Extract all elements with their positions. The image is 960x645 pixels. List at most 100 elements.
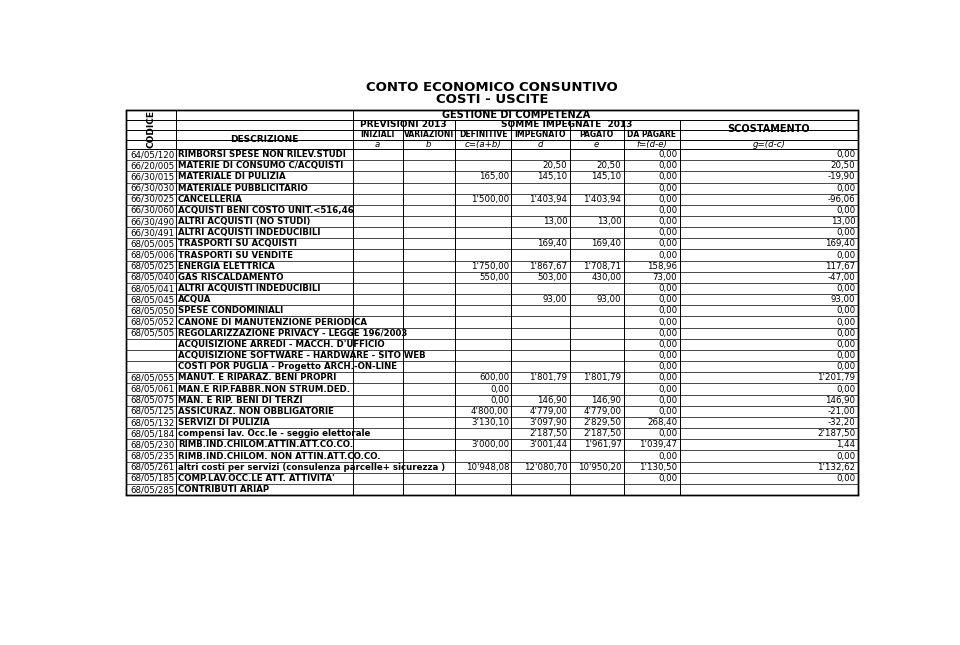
Text: ACQUA: ACQUA [179,295,211,304]
Text: e: e [594,140,599,149]
Text: DESCRIZIONE: DESCRIZIONE [230,135,299,144]
Text: MANUT. E RIPARAZ. BENI PROPRI: MANUT. E RIPARAZ. BENI PROPRI [179,373,337,382]
Text: 68/05/125: 68/05/125 [130,407,175,416]
Text: CANCELLERIA: CANCELLERIA [179,195,243,204]
Text: 0,00: 0,00 [836,228,855,237]
Text: g=(d-c): g=(d-c) [753,140,785,149]
Text: 68/05/041: 68/05/041 [130,284,175,293]
Text: 0,00: 0,00 [836,206,855,215]
Text: 66/30/490: 66/30/490 [131,217,175,226]
Text: 1'130,50: 1'130,50 [639,462,677,471]
Text: 0,00: 0,00 [659,228,677,237]
Text: 64/05/120: 64/05/120 [130,150,175,159]
Text: GESTIONE DI COMPETENZA: GESTIONE DI COMPETENZA [442,110,590,120]
Text: -32,20: -32,20 [828,418,855,427]
Text: PAGATO: PAGATO [580,130,613,139]
Text: 20,50: 20,50 [597,161,621,170]
Text: -96,06: -96,06 [828,195,855,204]
Text: 0,00: 0,00 [659,340,677,349]
Text: RIMB.IND.CHILOM. NON ATTIN.ATT.CO.CO.: RIMB.IND.CHILOM. NON ATTIN.ATT.CO.CO. [179,451,381,461]
Text: 158,96: 158,96 [647,262,677,271]
Text: 68/05/025: 68/05/025 [130,262,175,271]
Text: 430,00: 430,00 [591,273,621,282]
Text: 0,00: 0,00 [659,362,677,372]
Text: 68/05/132: 68/05/132 [130,418,175,427]
Text: 1'201,79: 1'201,79 [818,373,855,382]
Text: 0,00: 0,00 [659,407,677,416]
Text: SOMME IMPEGNATE  2013: SOMME IMPEGNATE 2013 [501,120,633,129]
Text: 1'500,00: 1'500,00 [471,195,509,204]
Text: 0,00: 0,00 [659,351,677,360]
Text: 0,00: 0,00 [836,329,855,338]
Text: 68/05/061: 68/05/061 [130,384,175,393]
Text: ALTRI ACQUISTI INDEDUCIBILI: ALTRI ACQUISTI INDEDUCIBILI [179,284,321,293]
Text: 13,00: 13,00 [597,217,621,226]
Text: 169,40: 169,40 [591,239,621,248]
Text: 146,90: 146,90 [538,396,567,404]
Text: COSTI POR PUGLIA - Progetto ARCH.-ON-LINE: COSTI POR PUGLIA - Progetto ARCH.-ON-LIN… [179,362,397,372]
Text: 0,00: 0,00 [659,150,677,159]
Text: 13,00: 13,00 [830,217,855,226]
Text: 68/05/045: 68/05/045 [130,295,175,304]
Text: 117,67: 117,67 [826,262,855,271]
Text: VARIAZIONI: VARIAZIONI [404,130,454,139]
Text: SERVIZI DI PULIZIA: SERVIZI DI PULIZIA [179,418,270,427]
Text: INIZIALI: INIZIALI [361,130,395,139]
Text: 4'800,00: 4'800,00 [471,407,509,416]
Text: 93,00: 93,00 [597,295,621,304]
Text: 0,00: 0,00 [659,172,677,181]
Text: 146,90: 146,90 [826,396,855,404]
Text: 68/05/055: 68/05/055 [130,373,175,382]
Text: REGOLARIZZAZIONE PRIVACY - LEGGE 196/2003: REGOLARIZZAZIONE PRIVACY - LEGGE 196/200… [179,329,407,338]
Text: TRASPORTI SU VENDITE: TRASPORTI SU VENDITE [179,250,293,259]
Text: 2'187,50: 2'187,50 [529,429,567,438]
Text: 12'080,70: 12'080,70 [523,462,567,471]
Text: ENERGIA ELETTRICA: ENERGIA ELETTRICA [179,262,275,271]
Text: 68/05/040: 68/05/040 [130,273,175,282]
Text: 66/30/015: 66/30/015 [130,172,175,181]
Text: 0,00: 0,00 [659,184,677,193]
Text: CONTRIBUTI ARIAP: CONTRIBUTI ARIAP [179,485,269,494]
Text: 0,00: 0,00 [659,329,677,338]
Text: 0,00: 0,00 [659,373,677,382]
Text: 1'708,71: 1'708,71 [584,262,621,271]
Text: IMPEGNATO: IMPEGNATO [515,130,566,139]
Text: c=(a+b): c=(a+b) [465,140,501,149]
Text: 68/05/185: 68/05/185 [130,474,175,483]
Text: 73,00: 73,00 [653,273,677,282]
Text: SPESE CONDOMINIALI: SPESE CONDOMINIALI [179,306,283,315]
Bar [126,110,858,495]
Text: 0,00: 0,00 [836,384,855,393]
Text: 10'948,08: 10'948,08 [466,462,509,471]
Text: SCOSTAMENTO: SCOSTAMENTO [728,124,810,134]
Text: 0,00: 0,00 [836,474,855,483]
Text: ALTRI ACQUISTI (NO STUDI): ALTRI ACQUISTI (NO STUDI) [179,217,310,226]
Text: 0,00: 0,00 [659,451,677,461]
Text: 169,40: 169,40 [826,239,855,248]
Text: MATERIALE DI PULIZIA: MATERIALE DI PULIZIA [179,172,286,181]
Text: ACQUISIZIONE SOFTWARE - HARDWARE - SITO WEB: ACQUISIZIONE SOFTWARE - HARDWARE - SITO … [179,351,425,360]
Text: 0,00: 0,00 [659,206,677,215]
Text: COMP.LAV.OCC.LE ATT. ATTIVITA': COMP.LAV.OCC.LE ATT. ATTIVITA' [179,474,335,483]
Text: DEFINITIVE: DEFINITIVE [459,130,507,139]
Text: 0,00: 0,00 [836,250,855,259]
Text: 13,00: 13,00 [542,217,567,226]
Text: 165,00: 165,00 [479,172,509,181]
Text: 0,00: 0,00 [659,317,677,326]
Text: 0,00: 0,00 [659,161,677,170]
Text: b: b [426,140,432,149]
Text: CANONE DI MANUTENZIONE PERIODICA: CANONE DI MANUTENZIONE PERIODICA [179,317,367,326]
Text: 68/05/235: 68/05/235 [130,451,175,461]
Text: 1'801,79: 1'801,79 [584,373,621,382]
Text: CODICE: CODICE [147,110,156,148]
Text: 20,50: 20,50 [542,161,567,170]
Text: 0,00: 0,00 [836,317,855,326]
Text: 0,00: 0,00 [659,474,677,483]
Text: MATERIALE PUBBLICITARIO: MATERIALE PUBBLICITARIO [179,184,308,193]
Text: a: a [375,140,380,149]
Text: PREVISIONI 2013: PREVISIONI 2013 [360,120,447,129]
Text: 0,00: 0,00 [659,250,677,259]
Text: 68/05/261: 68/05/261 [130,462,175,471]
Text: d: d [538,140,543,149]
Text: ACQUISTI BENI COSTO UNIT.<516,46: ACQUISTI BENI COSTO UNIT.<516,46 [179,206,354,215]
